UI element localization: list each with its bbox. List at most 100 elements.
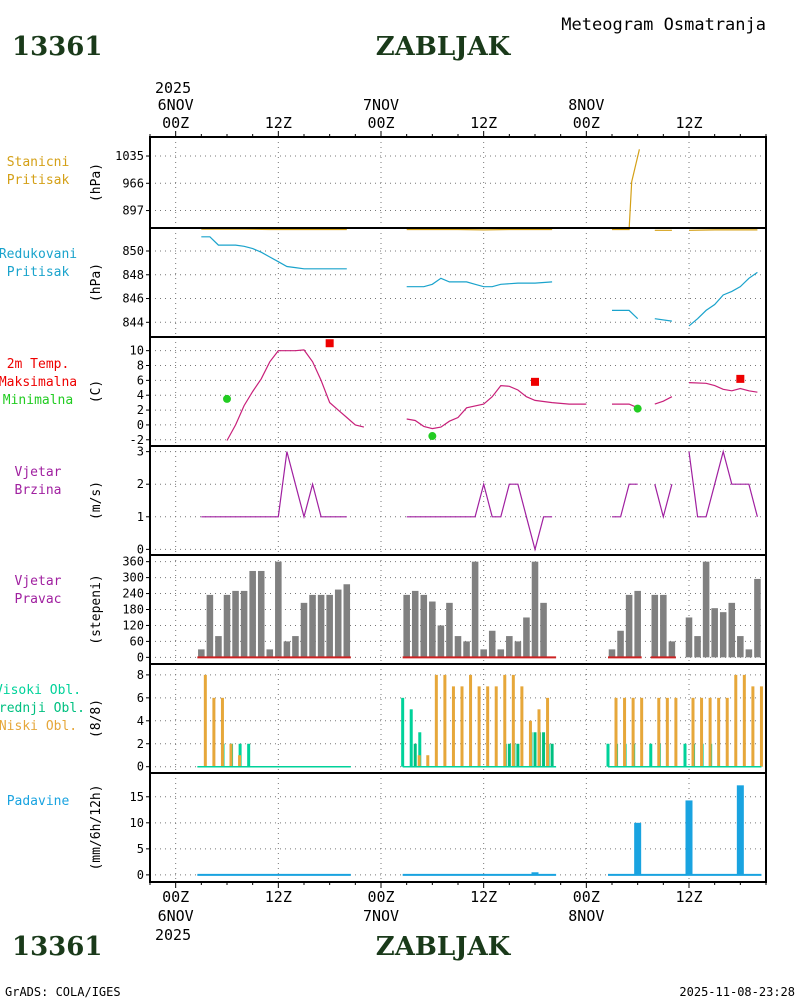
wind-direction-bar [694,636,701,658]
y-tick-label: 8 [137,359,144,373]
wind-direction-bar [198,649,205,658]
series-line [654,484,673,520]
cloud-bar [657,697,661,767]
bottom-day-label: 8NOV [568,907,604,925]
y-tick-label: 120 [122,618,144,632]
cloud-bar [203,674,207,767]
y-tick-label: 180 [122,603,144,617]
bottom-time-labels: 00Z 12Z 00Z 12Z 00Z 12Z 6NOV 7NOV 8NOV [158,888,703,925]
top-hour-label: 12Z [675,114,702,132]
cloud-bar [417,755,421,767]
cloud-bar [683,743,687,767]
wind-direction-bar [429,601,436,658]
wind-direction-bar [232,590,239,658]
series-line [201,451,347,520]
cloud-bar [533,732,537,767]
top-day-label: 8NOV [568,96,604,114]
series-line [406,481,553,552]
wind-direction-bar [275,561,282,658]
wind-direction-bar [480,649,487,658]
cloud-bar [451,686,455,767]
wind-direction-bar [223,594,231,658]
bottom-day-label: 7NOV [363,907,399,925]
cloud-bar [443,674,447,767]
cloud-bar [220,697,224,767]
cloud-bar [528,720,532,767]
wind-direction-bar [617,630,624,658]
station-id-top: 13361 [12,32,102,62]
cloud-bar [691,697,695,767]
cloud-bar [751,686,755,767]
top-hour-label: 00Z [162,114,189,132]
y-tick-label: 850 [122,244,144,258]
series-line [612,149,640,231]
wind-direction-bar [420,594,428,658]
panel-frame [149,136,767,229]
cloud-bar [542,732,546,767]
wind-direction-bar [531,561,539,658]
panel-precipitation: 0 5 10 15 Padavine (mm/6h/12h) [7,772,767,883]
y-tick-label: 5 [137,842,144,856]
y-tick-label: 0 [137,760,144,774]
wind-direction-bar [702,561,710,658]
precip-bar [736,785,744,875]
panel-station_pressure: 897 966 1035 Stanicni Pritisak (hPa) [7,136,767,231]
bottom-hour-label: 00Z [367,888,394,906]
cloud-bar [623,697,627,767]
y-tick-label: 360 [122,555,144,569]
product-title: Meteogram Osmatranja [561,15,766,35]
cloud-bar [229,743,233,767]
top-day-label: 7NOV [363,96,399,114]
cloud-bar [700,697,704,767]
cloud-bar [401,697,405,767]
y-tick-label: 1 [137,510,144,524]
cloud-bar [665,697,669,767]
y-tick-label: 2 [137,403,144,417]
wind-direction-bar [625,594,633,658]
top-hour-label: 12Z [265,114,292,132]
y-tick-label: 8 [137,668,144,682]
wind-direction-bar [523,617,530,658]
wind-direction-bar [728,602,736,658]
cloud-bar [212,697,216,767]
cloud-bar [507,743,511,767]
cloud-bar [238,755,242,767]
station-name-top: ZABLJAK [376,32,512,62]
top-hour-label: 00Z [367,114,394,132]
panel-title-line: Redukovani [0,247,77,262]
panel-title-line: Pritisak [7,265,70,280]
series-line [406,277,553,288]
wind-direction-bar [454,636,462,658]
panel-title-line: Visoki Obl. [0,683,81,698]
y-tick-label: 2 [137,737,144,751]
max-temp-marker [325,339,334,348]
y-axis-label: (hPa) [89,263,104,302]
cloud-bar [717,697,721,767]
cloud-bar [426,755,430,767]
bottom-hour-label: 12Z [265,888,292,906]
cloud-bar [494,686,498,767]
cloud-bar [674,697,678,767]
precip-bar [685,800,693,875]
cloud-bar [606,743,610,767]
bottom-hour-label: 12Z [675,888,702,906]
y-axis-label: (m/s) [89,481,104,520]
wind-direction-bar [249,570,256,658]
cloud-bar [413,743,417,767]
temperature-line [688,382,758,393]
y-tick-label: 844 [122,315,144,329]
credit-label: GrADS: COLA/IGES [5,985,121,999]
wind-direction-bar [471,561,479,658]
y-tick-label: 0 [137,542,144,556]
wind-direction-bar [300,602,308,658]
bottom-year-label: 2025 [155,926,191,944]
wind-direction-bar [411,590,419,658]
wind-direction-bar [317,594,325,658]
cloud-bar [409,709,413,767]
precip-bar [531,872,539,875]
cloud-bar [708,697,712,767]
top-time-labels: 00Z 12Z 00Z 12Z 00Z 12Z 6NOV 7NOV 8NOV [158,96,703,132]
cloud-bar [537,709,541,767]
